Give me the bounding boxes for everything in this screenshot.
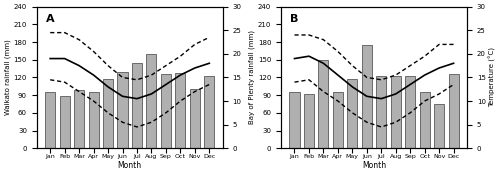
Bar <box>376 76 386 148</box>
Text: A: A <box>46 14 54 24</box>
Bar <box>176 73 186 148</box>
Bar <box>318 60 328 148</box>
Y-axis label: Bay of Plenty rainfall (mm): Bay of Plenty rainfall (mm) <box>248 30 255 124</box>
Bar <box>420 92 430 148</box>
Y-axis label: Waikato rainfall (mm): Waikato rainfall (mm) <box>4 39 10 115</box>
Bar <box>405 76 415 148</box>
Bar <box>103 79 113 148</box>
Bar <box>434 104 444 148</box>
Bar <box>132 63 142 148</box>
Bar <box>118 72 128 148</box>
X-axis label: Month: Month <box>362 161 386 170</box>
Bar <box>348 79 358 148</box>
Bar <box>333 92 343 148</box>
Bar <box>45 92 56 148</box>
X-axis label: Month: Month <box>118 161 142 170</box>
Bar <box>304 94 314 148</box>
Bar <box>290 92 300 148</box>
Bar <box>146 54 156 148</box>
Bar <box>190 89 200 148</box>
Bar <box>161 74 171 148</box>
Y-axis label: Temperature (°C): Temperature (°C) <box>488 48 496 107</box>
Bar <box>60 96 70 148</box>
Text: B: B <box>290 14 298 24</box>
Bar <box>362 45 372 148</box>
Bar <box>204 76 214 148</box>
Bar <box>448 74 458 148</box>
Bar <box>88 92 99 148</box>
Bar <box>390 76 401 148</box>
Bar <box>74 90 84 148</box>
